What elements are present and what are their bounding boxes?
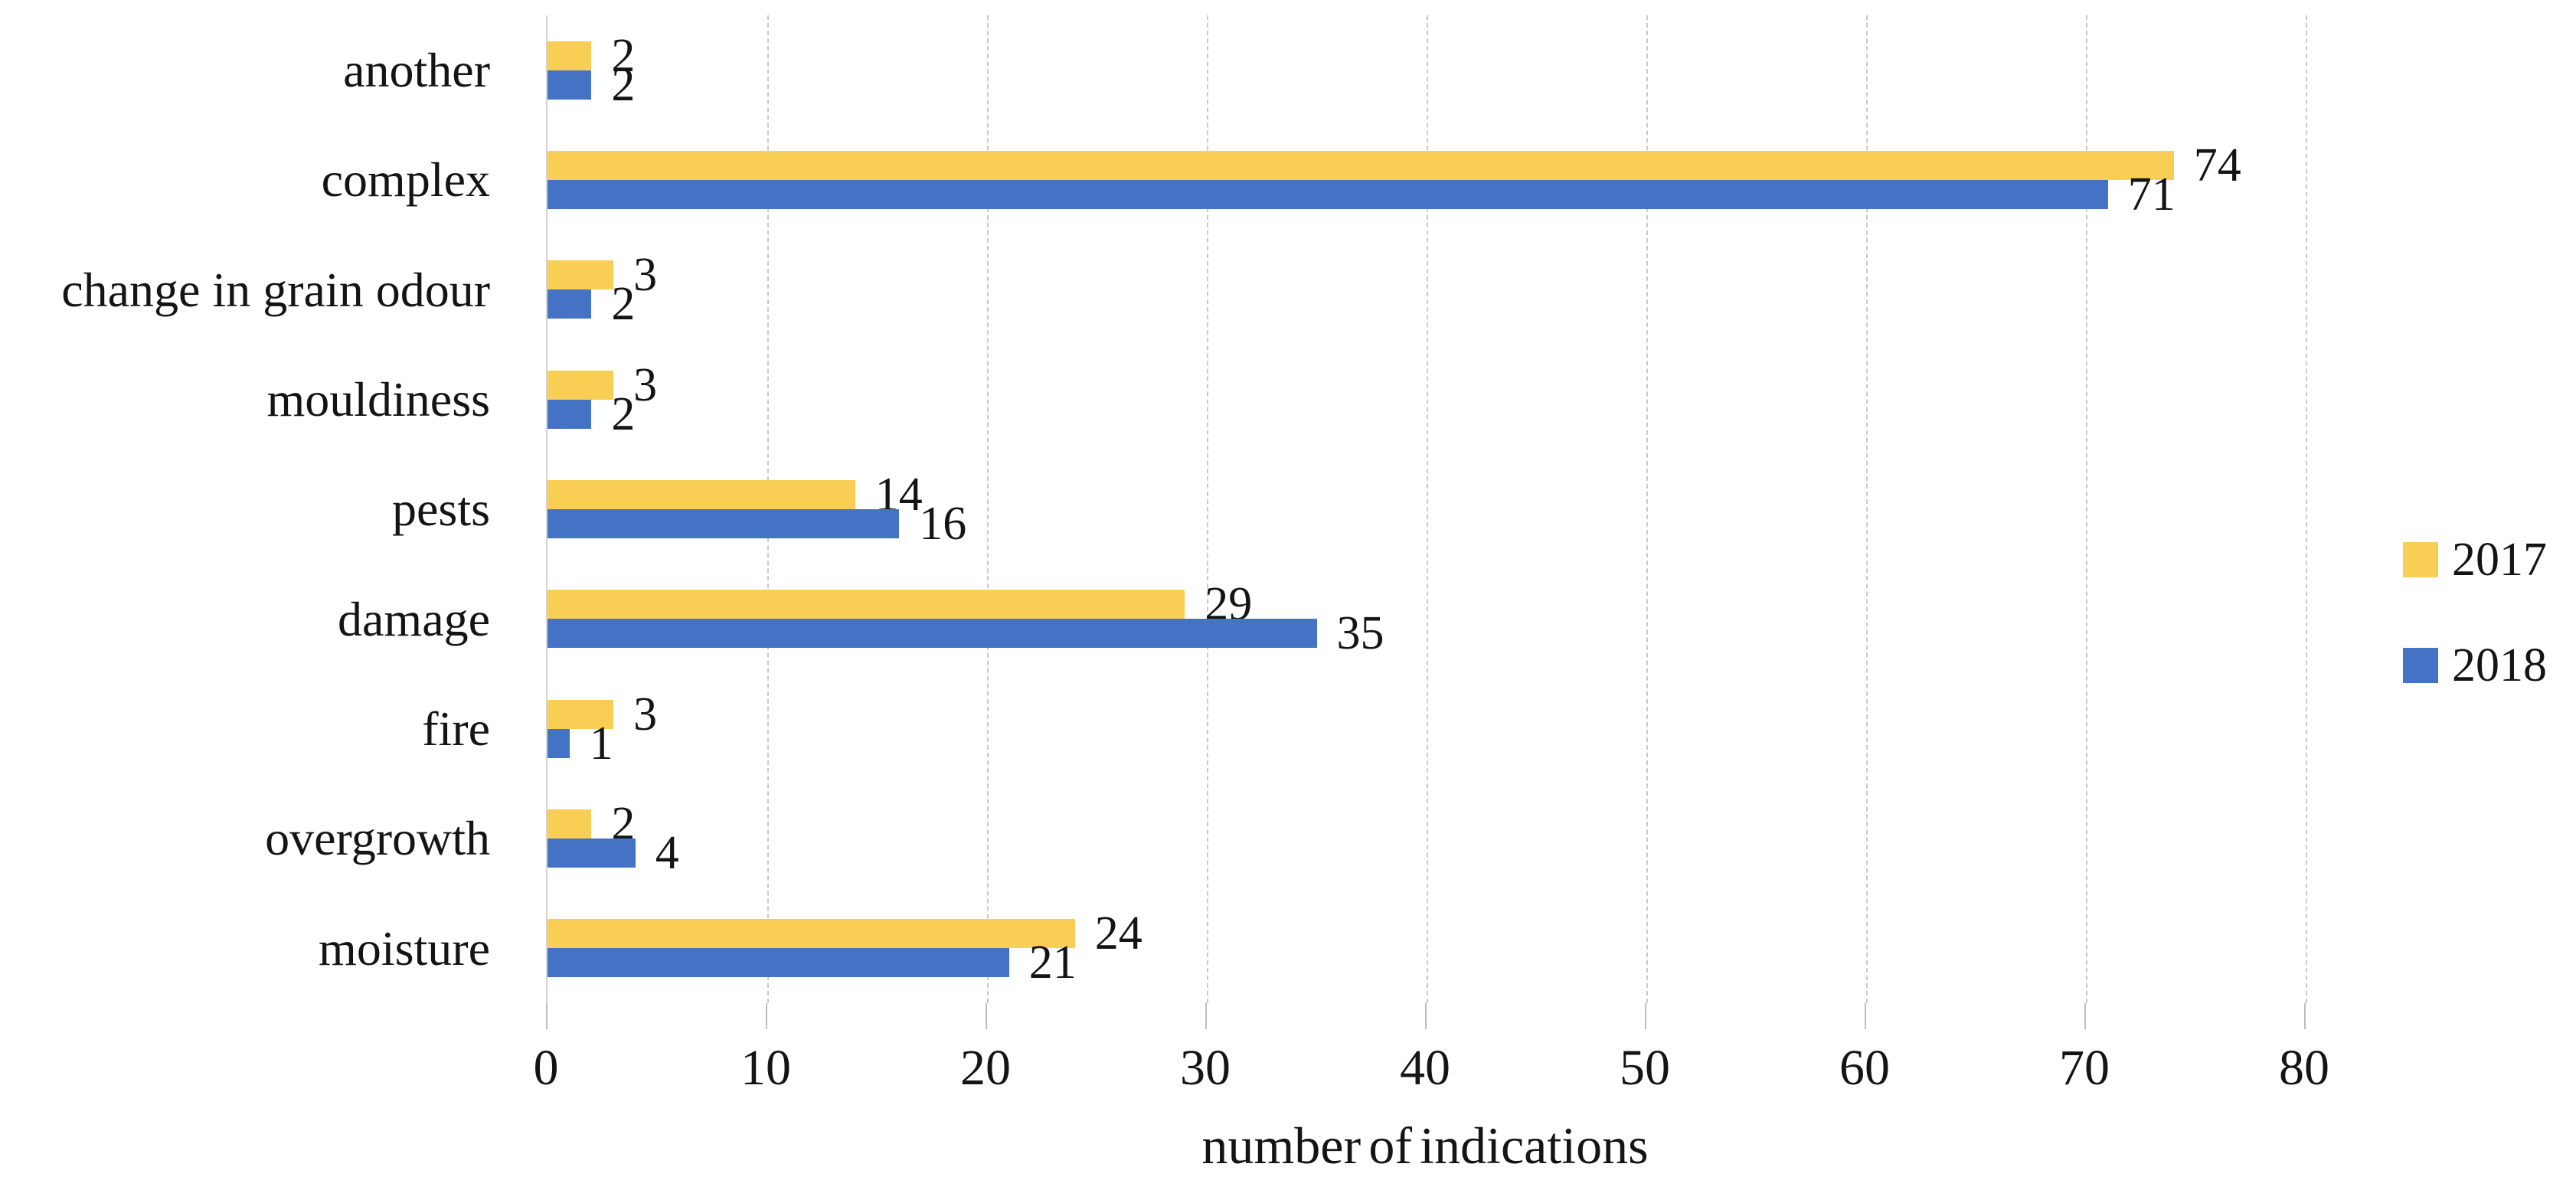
x-tick-60 [1865,1003,1866,1029]
legend-swatch-2018 [2403,648,2438,683]
plot-area: 2 2 74 71 3 2 3 2 14 16 29 35 3 1 2 4 24 21 [546,15,2332,1003]
category-row-complex: 74 71 [548,125,2332,234]
x-tick-70 [2084,1003,2086,1029]
category-row-damage: 29 35 [548,564,2332,674]
x-tick-label-60: 60 [1839,1040,1890,1096]
legend: 2017 2018 [2403,536,2547,689]
x-tick-label-50: 50 [1620,1040,1670,1096]
value-label-2018-damage: 35 [1336,607,1384,660]
category-label-overgrowth: overgrowth [265,811,490,866]
value-label-2018-overgrowth: 4 [655,826,679,879]
bar-2018-complex: 71 [548,171,2176,218]
bar-2017-overgrowth: 2 [548,800,635,848]
x-tick-label-20: 20 [960,1040,1011,1096]
bar-2018-overgrowth: 4 [548,829,679,877]
x-tick-20 [986,1003,987,1029]
value-label-2018-moisture: 21 [1028,937,1077,989]
value-label-2017-change-in-grain-odour: 3 [633,249,658,302]
legend-label-2017: 2017 [2452,534,2547,586]
value-label-2018-another: 2 [611,58,636,111]
bar-2017-complex: 74 [548,142,2241,189]
category-label-mouldiness: mouldiness [266,372,490,427]
value-label-2018-mouldiness: 2 [611,387,636,440]
x-tick-0 [546,1003,548,1029]
bar-2017-moisture: 24 [548,910,1143,957]
x-tick-80 [2304,1003,2306,1029]
category-row-moisture: 24 21 [548,894,2332,1003]
legend-item-2017: 2017 [2403,536,2547,584]
bar-2018-change-in-grain-odour: 2 [548,280,635,328]
value-label-2018-pests: 16 [919,497,967,550]
bar-2018-another: 2 [548,61,635,109]
x-tick-label-30: 30 [1180,1040,1231,1096]
value-label-2018-complex: 71 [2127,168,2176,221]
x-axis-title: number of indications [1201,1116,1649,1175]
category-label-complex: complex [321,152,490,208]
bar-2018-moisture: 21 [548,939,1077,986]
x-tick-40 [1425,1003,1427,1029]
category-row-pests: 14 16 [548,454,2332,564]
gridline-50 [1646,15,1648,1003]
legend-swatch-2017 [2403,542,2438,577]
x-tick-30 [1205,1003,1207,1029]
bar-2018-mouldiness: 2 [548,391,635,438]
legend-item-2018: 2018 [2403,642,2547,689]
x-tick-label-70: 70 [2059,1040,2110,1096]
bar-2017-damage: 29 [548,580,1252,628]
bar-2017-pests: 14 [548,471,923,518]
gridline-20 [987,15,989,1003]
category-label-pests: pests [392,482,490,537]
category-label-moisture: moisture [319,920,490,976]
x-tick-50 [1645,1003,1646,1029]
value-label-2017-moisture: 24 [1094,907,1143,960]
category-label-damage: damage [338,591,490,646]
bar-2017-fire: 3 [548,691,657,738]
x-tick-label-40: 40 [1400,1040,1450,1096]
bar-2017-change-in-grain-odour: 3 [548,251,657,299]
category-label-change-in-grain-odour: change in grain odour [61,262,490,317]
value-label-2018-change-in-grain-odour: 2 [611,278,636,331]
value-label-2017-fire: 3 [633,688,658,740]
bar-2017-another: 2 [548,32,635,80]
x-tick-label-80: 80 [2279,1040,2329,1096]
bar-2018-pests: 16 [548,500,966,548]
value-label-2018-fire: 1 [589,717,613,770]
bar-2018-damage: 35 [548,610,1384,657]
gridline-30 [1207,15,1208,1003]
gridline-80 [2306,15,2307,1003]
value-label-2017-mouldiness: 3 [633,358,658,411]
gridline-70 [2086,15,2087,1003]
bar-2018-fire: 1 [548,720,613,767]
category-axis: another complex change in grain odour mould… [0,15,518,1003]
value-label-2017-another: 2 [611,29,636,82]
gridline-40 [1427,15,1428,1003]
category-label-another: another [343,43,490,98]
legend-label-2018: 2018 [2452,639,2547,691]
category-label-fire: fire [422,701,490,757]
x-tick-10 [766,1003,767,1029]
bar-rows: 2 2 74 71 3 2 3 2 14 16 29 35 3 1 2 4 24 21 [548,15,2332,1003]
bar-2017-mouldiness: 3 [548,361,657,409]
value-label-2017-complex: 74 [2193,139,2241,191]
x-tick-label-10: 10 [740,1040,791,1096]
gridline-60 [1866,15,1868,1003]
x-tick-label-0: 0 [533,1040,559,1096]
